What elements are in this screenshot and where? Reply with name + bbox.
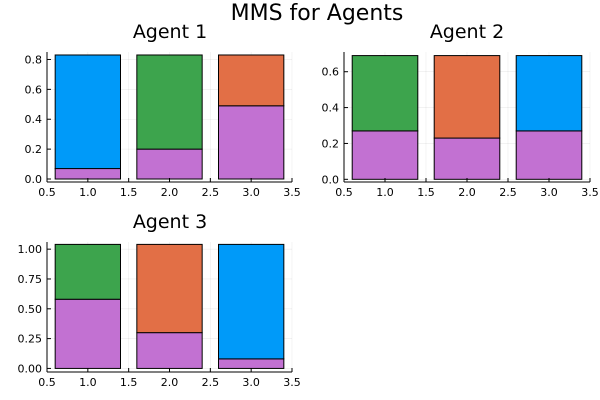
y-tick-label: 1.00 [18,243,43,256]
bar-3-bottom-segment [515,130,583,180]
bar-2-top-segment [433,55,501,139]
bar-3-bottom-segment [218,358,285,369]
bar-2-bottom-segment [136,148,203,180]
chart-title: Agent 2 [430,21,504,43]
chart-agent-2: Agent 2 0.0 0.2 0.4 0.6 0.5 1.0 1.5 2.0 2.5 3.0 3.5 [322,21,599,199]
chart-title: Agent 3 [133,211,207,233]
y-tick-label: 0.0 [322,173,340,186]
chart-title: Agent 1 [133,21,207,43]
chart-agent-1: Agent 1 0.0 0.2 0.4 0.6 0.8 0.5 1.0 1.5 2.0 2.5 3.0… [25,21,301,199]
x-tick-label: 2.5 [202,186,220,199]
bar-1-bottom-segment [54,168,122,180]
y-tick-label: 0.00 [18,362,43,375]
figure-title: MMS for Agents [231,1,404,26]
y-tick-label: 0.2 [322,137,340,150]
y-tick-label: 0.8 [25,53,43,66]
x-tick-label: 0.5 [38,376,56,389]
y-tick-label: 0.6 [25,83,43,96]
y-tick-label: 0.4 [25,113,43,126]
x-tick-label: 2.0 [161,186,179,199]
bar-1-top-segment [351,55,419,132]
x-tick-label: 3.5 [581,186,599,199]
x-tick-label: 3.0 [540,186,558,199]
bar-3-top-segment [218,243,285,360]
bar-3-top-segment [218,54,285,107]
bar-1-bottom-segment [54,298,122,369]
x-tick-label: 2.5 [499,186,517,199]
x-tick-label: 1.5 [120,186,138,199]
x-tick-label: 3.5 [283,186,301,199]
x-tick-label: 1.0 [79,186,97,199]
bar-2-bottom-segment [433,137,501,180]
bar-3-bottom-segment [218,105,285,180]
y-tick-label: 0.50 [18,303,43,316]
y-tick-label: 0.25 [18,333,43,346]
y-tick-label: 0.0 [25,173,43,186]
bar-1-top-segment [54,54,122,170]
x-tick-label: 0.5 [335,186,353,199]
x-tick-label: 0.5 [38,186,56,199]
x-tick-label: 3.0 [242,186,260,199]
bar-2-top-segment [136,243,203,334]
x-tick-label: 1.0 [79,376,97,389]
bar-1-bottom-segment [351,130,419,180]
x-tick-label: 2.0 [161,376,179,389]
x-tick-label: 3.5 [283,376,301,389]
x-tick-label: 1.5 [120,376,138,389]
bar-3-top-segment [515,55,583,132]
x-tick-label: 3.0 [242,376,260,389]
y-tick-label: 0.4 [322,102,340,115]
y-tick-label: 0.6 [322,66,340,79]
bar-2-bottom-segment [136,332,203,369]
y-tick-label: 0.2 [25,143,43,156]
x-tick-label: 2.0 [458,186,476,199]
bar-2-top-segment [136,54,203,150]
chart-agent-3: Agent 3 0.00 0.25 0.50 0.75 1.00 0.5 1.0 1.5 2.0 2… [18,211,301,389]
y-tick-label: 0.75 [18,273,43,286]
x-tick-label: 2.5 [202,376,220,389]
x-tick-label: 1.5 [417,186,435,199]
bar-1-top-segment [54,243,122,300]
x-tick-label: 1.0 [376,186,394,199]
